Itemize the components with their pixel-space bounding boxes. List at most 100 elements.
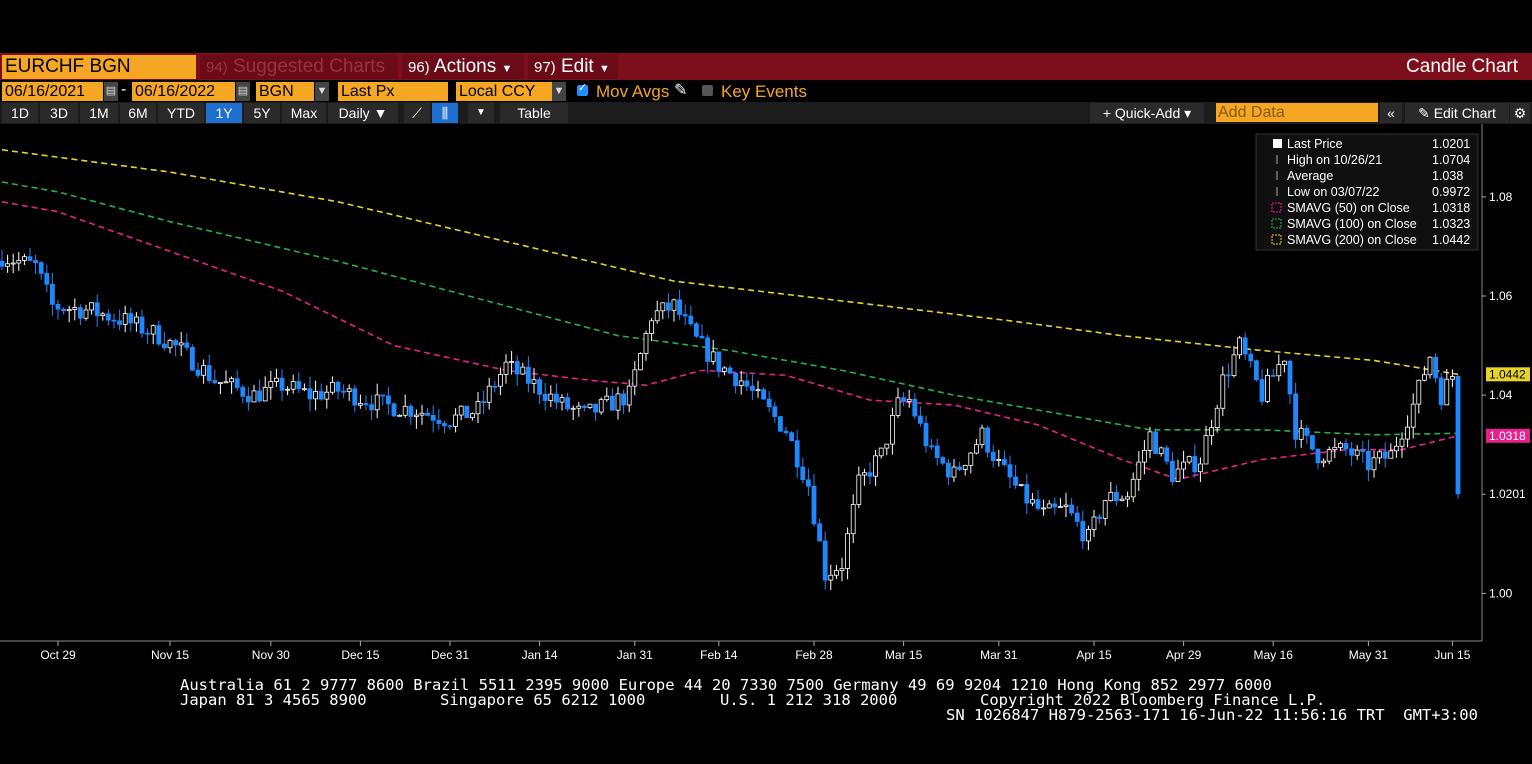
mov-avgs-label[interactable]: Mov Avgs <box>596 82 670 101</box>
candle-body <box>1276 364 1282 377</box>
legend-value: 1.0323 <box>1432 217 1470 231</box>
range-1d-button[interactable]: 1D <box>2 103 38 123</box>
candle-up <box>587 403 593 410</box>
quick-add-button[interactable]: + Quick-Add ▾ <box>1090 103 1204 123</box>
candle-body <box>1254 360 1259 380</box>
candle-down <box>33 254 38 275</box>
range-3d-button[interactable]: 3D <box>40 103 78 123</box>
price-field-select[interactable]: Last Px <box>338 82 448 101</box>
suggested-charts-menu[interactable]: 94) Suggested Charts <box>200 55 398 79</box>
candle-down <box>481 391 487 415</box>
key-events-checkbox[interactable] <box>702 85 713 96</box>
candle-body <box>318 391 324 400</box>
edit-menu[interactable]: 97) Edit ▼ <box>528 55 618 79</box>
ticker-field[interactable]: EURCHF BGN Curncy <box>2 55 196 101</box>
candle-body <box>806 479 811 487</box>
candle-body <box>716 351 722 372</box>
candle-down <box>341 384 347 398</box>
range-ytd-button[interactable]: YTD <box>158 103 204 123</box>
candle-body <box>296 381 302 390</box>
candle-body <box>1114 492 1119 502</box>
chart-frame <box>0 124 1483 642</box>
candle-body <box>413 414 419 417</box>
line-chart-icon[interactable]: ⟋ <box>404 103 430 123</box>
candle-up <box>357 394 363 409</box>
candle-up <box>604 387 610 402</box>
candle-up <box>1377 449 1382 464</box>
candle-body <box>682 314 688 317</box>
candle-up <box>1198 457 1203 483</box>
candle-body <box>587 403 593 408</box>
candle-body <box>901 397 906 402</box>
candle-up <box>1326 446 1332 465</box>
candle-body <box>537 379 542 395</box>
candle-down <box>811 473 817 527</box>
candle-body <box>951 466 957 478</box>
candle-up <box>1125 491 1130 508</box>
end-date-field[interactable]: 06/16/2022 <box>132 82 235 101</box>
candle-down <box>817 518 822 542</box>
candle-up <box>509 351 515 375</box>
candle-body <box>996 459 1002 461</box>
last-value-marker <box>1485 486 1531 502</box>
candle-down <box>1035 490 1041 511</box>
candle-up <box>671 298 677 322</box>
pencil-icon[interactable]: ✎ <box>674 82 688 99</box>
candle-up <box>873 450 878 487</box>
candle-up <box>469 412 475 421</box>
mov-avgs-checkbox[interactable]: ✓ <box>577 82 588 96</box>
candle-body <box>1080 521 1086 542</box>
range-1m-button[interactable]: 1M <box>80 103 118 123</box>
x-tick-label: May 31 <box>1349 648 1389 662</box>
add-data-input[interactable]: Add Data <box>1216 103 1378 122</box>
candle-body <box>402 405 408 416</box>
candle-body <box>1455 376 1461 495</box>
candle-down <box>245 386 251 411</box>
chevron-down-icon[interactable]: ▼ <box>552 82 566 101</box>
range-5y-button[interactable]: 5Y <box>244 103 280 123</box>
collapse-icon[interactable]: « <box>1380 103 1402 123</box>
currency-select[interactable]: Local CCY <box>456 82 552 101</box>
legend-value: 1.0318 <box>1432 201 1470 215</box>
candle-up <box>1399 432 1405 458</box>
candle-up <box>1354 445 1360 460</box>
candle-down <box>195 362 201 379</box>
candle-up <box>133 312 139 332</box>
legend-label: SMAVG (100) on Close <box>1287 217 1417 231</box>
candle-down <box>912 393 918 420</box>
candle-body <box>458 405 464 416</box>
chevron-down-icon[interactable]: ▼ <box>315 82 329 101</box>
candle-body <box>1018 484 1024 486</box>
table-button[interactable]: Table <box>500 103 568 123</box>
candle-up <box>649 318 654 342</box>
candle-body <box>598 399 604 413</box>
start-date-field[interactable]: 06/16/2021 <box>2 82 103 101</box>
edit-chart-button[interactable]: ✎ Edit Chart <box>1405 103 1509 123</box>
candle-body <box>89 302 94 311</box>
candle-chart-icon[interactable]: ⫼ <box>432 103 458 123</box>
gear-icon[interactable]: ⚙ <box>1510 103 1530 123</box>
chevron-down-icon[interactable]: ▼ <box>468 103 494 123</box>
calendar-icon[interactable]: ▤ <box>104 82 118 101</box>
candle-up <box>100 311 106 321</box>
candle-body <box>1349 448 1354 456</box>
candle-up <box>1332 438 1338 459</box>
range-6m-button[interactable]: 6M <box>120 103 156 123</box>
candle-body <box>1388 450 1394 459</box>
candle-up <box>968 451 974 474</box>
legend-label: High on 10/26/21 <box>1287 153 1382 167</box>
frequency-select[interactable]: Daily ▼ <box>328 103 398 123</box>
candle-up <box>1231 345 1237 378</box>
range-max-button[interactable]: Max <box>282 103 326 123</box>
candle-body <box>666 302 671 311</box>
calendar-icon[interactable]: ▤ <box>236 82 250 101</box>
candle-down <box>677 289 682 320</box>
actions-menu[interactable]: 96) Actions ▼ <box>402 55 524 79</box>
candle-body <box>167 340 173 349</box>
source-field[interactable]: BGN <box>256 82 314 101</box>
candle-up <box>262 376 268 402</box>
range-1y-button[interactable]: 1Y <box>206 103 242 123</box>
candle-body <box>201 365 207 376</box>
key-events-label[interactable]: Key Events <box>721 82 807 101</box>
candle-body <box>862 472 867 476</box>
